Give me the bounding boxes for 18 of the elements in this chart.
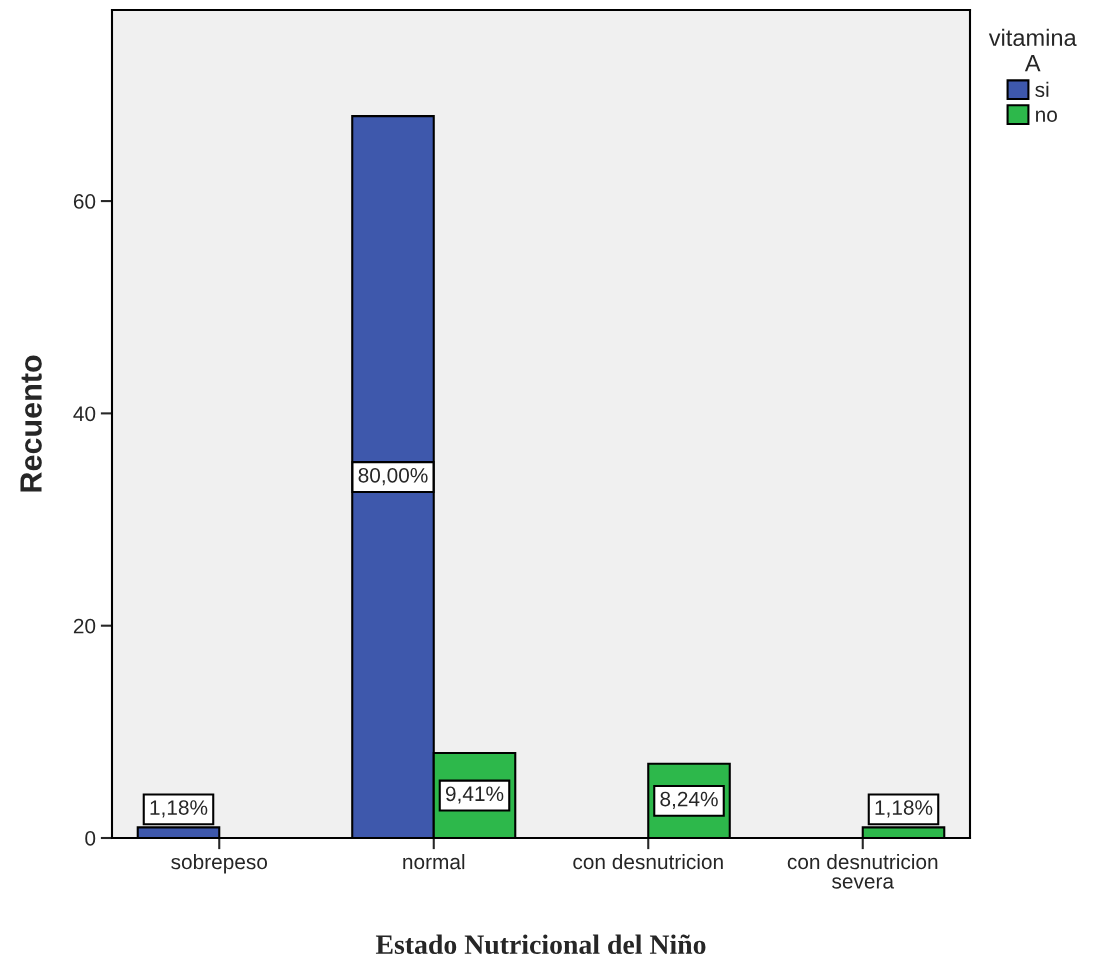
annotation: 1,18%: [875, 800, 933, 818]
x-tick-label: con desnutricion: [573, 853, 723, 870]
legend-label: no: [1036, 110, 1057, 122]
y-tick-label: 60: [73, 194, 96, 209]
x-tick-label: normal: [403, 853, 465, 870]
legend-title: vitamina A: [988, 28, 1077, 72]
x-tick-label: sobrepeso: [171, 853, 268, 874]
x-tick-label: con desnutricion severa: [787, 853, 938, 889]
annotation: 9,41%: [445, 786, 504, 804]
annotation: 80,00%: [358, 467, 428, 486]
x-axis-title: Estado Nutricional del Niño: [375, 934, 706, 955]
y-tick-label: 40: [73, 406, 96, 422]
annotation: 1,18%: [150, 800, 208, 818]
annotation: 8,24%: [660, 791, 718, 809]
legend-label: si: [1035, 81, 1049, 98]
y-axis-title: Recuento: [20, 355, 42, 492]
y-tick-label: 20: [73, 618, 96, 634]
y-tick-label: 0: [85, 831, 96, 846]
